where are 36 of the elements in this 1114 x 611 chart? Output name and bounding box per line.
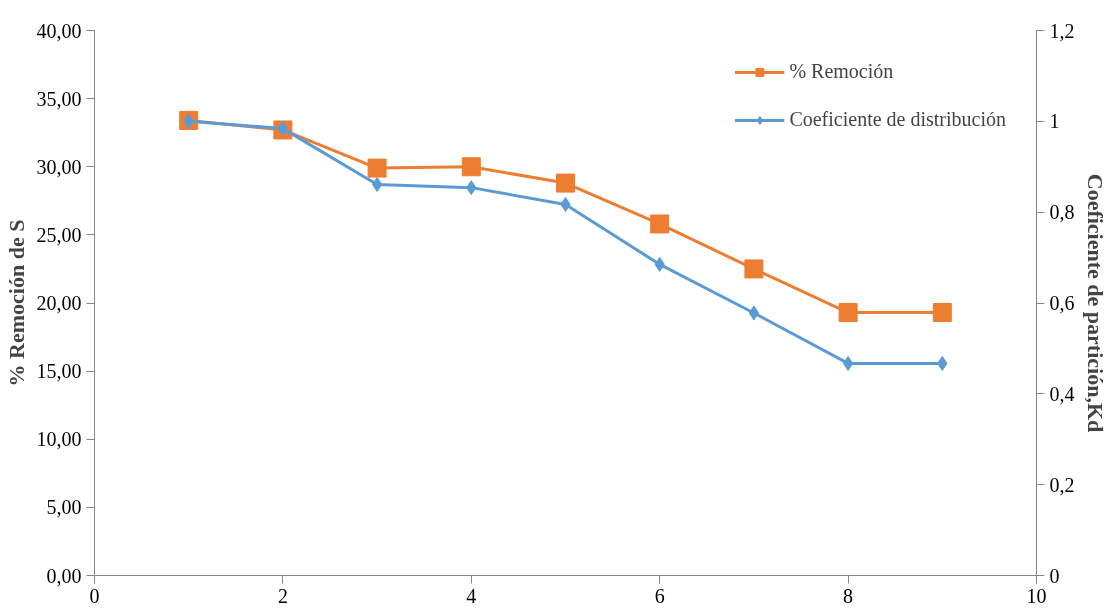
y-axis-title: % Remoción de S (3, 219, 29, 387)
x-tick-label: 4 (466, 584, 477, 607)
point (842, 355, 854, 371)
point (838, 303, 858, 323)
x-tick-label: 6 (654, 584, 665, 607)
x-tick-label: 8 (843, 584, 854, 607)
y-tick-label: 0,00 (46, 564, 82, 587)
y2-tick-label: 0,8 (1049, 201, 1075, 224)
legend-label: % Remoción (789, 60, 894, 83)
x-tick-label: 10 (1026, 584, 1047, 607)
y-tick-label: 40,00 (36, 19, 82, 42)
point (744, 259, 764, 279)
point (371, 176, 383, 192)
legend-label: Coeficiente de distribución (789, 108, 1006, 131)
y2-tick-label: 0 (1049, 564, 1060, 587)
point (556, 173, 575, 193)
y-tick-label: 30,00 (36, 155, 82, 178)
y2-tick-label: 0,6 (1049, 292, 1075, 314)
point (461, 157, 481, 177)
y2-axis-title: Coeficiente de partición,Kd (1082, 173, 1108, 433)
x-tick-label: 0 (89, 584, 100, 607)
y2-tick-label: 0,4 (1049, 382, 1075, 405)
point (932, 303, 952, 323)
point (367, 158, 387, 178)
y2-tick-label: 0,2 (1049, 473, 1075, 496)
y-tick-label: 25,00 (36, 223, 82, 246)
y-tick-label: 20,00 (36, 292, 82, 314)
y-tick-label: 35,00 (36, 87, 82, 110)
y2-tick-label: 1 (1049, 110, 1060, 133)
point (650, 214, 670, 234)
x-tick-label: 2 (277, 584, 288, 607)
y-tick-label: 5,00 (46, 496, 82, 519)
point (748, 305, 760, 321)
y-tick-label: 10,00 (36, 428, 82, 451)
y2-tick-label: 1,2 (1049, 19, 1075, 42)
y-tick-label: 15,00 (36, 360, 82, 383)
